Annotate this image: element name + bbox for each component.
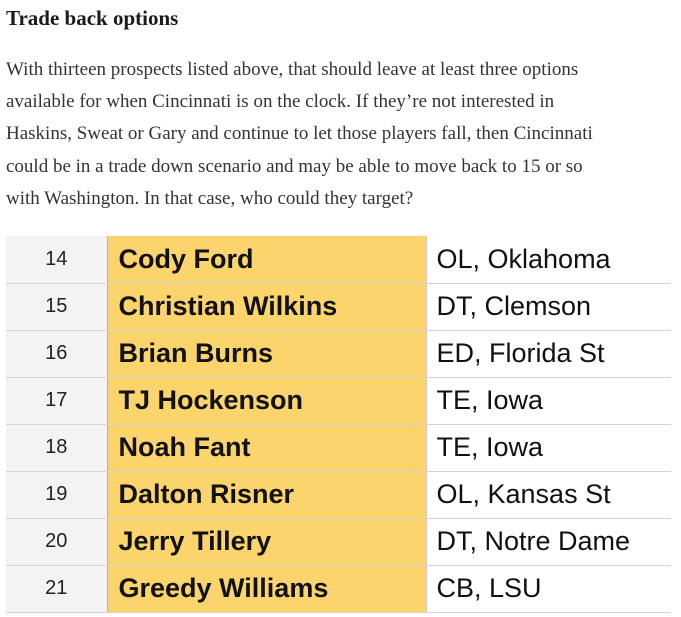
rank-cell: 20 — [6, 518, 107, 566]
rank-cell: 15 — [6, 283, 107, 331]
position-school-cell: OL, Kansas St — [426, 471, 671, 519]
position-school-cell: OL, Oklahoma — [426, 236, 671, 284]
paragraph-line: Haskins, Sweat or Gary and continue to l… — [6, 123, 593, 145]
rank-cell: 14 — [6, 236, 107, 284]
player-name-cell: Jerry Tillery — [106, 518, 427, 566]
paragraph-line: With thirteen prospects listed above, th… — [6, 59, 579, 80]
intro-paragraph: With thirteen prospects listed above, th… — [6, 54, 678, 215]
position-school-cell: DT, Clemson — [426, 283, 671, 331]
player-name-cell: Greedy Williams — [106, 565, 427, 613]
paragraph-line: available for when Cincinnati is on the … — [6, 91, 555, 113]
position-school-cell: TE, Iowa — [426, 424, 671, 472]
section-heading: Trade back options — [6, 6, 179, 30]
position-school-cell: ED, Florida St — [426, 330, 671, 378]
position-school-cell: CB, LSU — [426, 565, 671, 613]
player-name-cell: Brian Burns — [106, 330, 427, 378]
table-row: 21 Greedy Williams CB, LSU — [6, 565, 671, 613]
player-name-cell: Noah Fant — [106, 424, 427, 472]
paragraph-line: with Washington. In that case, who could… — [6, 187, 414, 209]
rank-cell: 21 — [6, 565, 107, 613]
table-row: 17 TJ Hockenson TE, Iowa — [6, 377, 671, 425]
player-name-cell: Dalton Risner — [106, 471, 427, 519]
rank-cell: 16 — [6, 330, 107, 378]
player-name-cell: Christian Wilkins — [106, 283, 427, 331]
rank-cell: 18 — [6, 424, 107, 472]
rank-cell: 19 — [6, 471, 107, 519]
table-row: 20 Jerry Tillery DT, Notre Dame — [6, 518, 671, 566]
position-school-cell: DT, Notre Dame — [426, 518, 671, 566]
position-school-cell: TE, Iowa — [426, 377, 671, 425]
table-row: 16 Brian Burns ED, Florida St — [6, 330, 671, 378]
table-row: 15 Christian Wilkins DT, Clemson — [6, 283, 671, 331]
prospect-rankings-table: 14 Cody Ford OL, Oklahoma 15 Christian W… — [6, 236, 671, 613]
table-row: 18 Noah Fant TE, Iowa — [6, 424, 671, 472]
table-row: 19 Dalton Risner OL, Kansas St — [6, 471, 671, 519]
table-row: 14 Cody Ford OL, Oklahoma — [6, 236, 671, 284]
paragraph-line: could be in a trade down scenario and ma… — [6, 155, 583, 177]
rank-cell: 17 — [6, 377, 107, 425]
player-name-cell: Cody Ford — [106, 236, 427, 284]
player-name-cell: TJ Hockenson — [106, 377, 427, 425]
